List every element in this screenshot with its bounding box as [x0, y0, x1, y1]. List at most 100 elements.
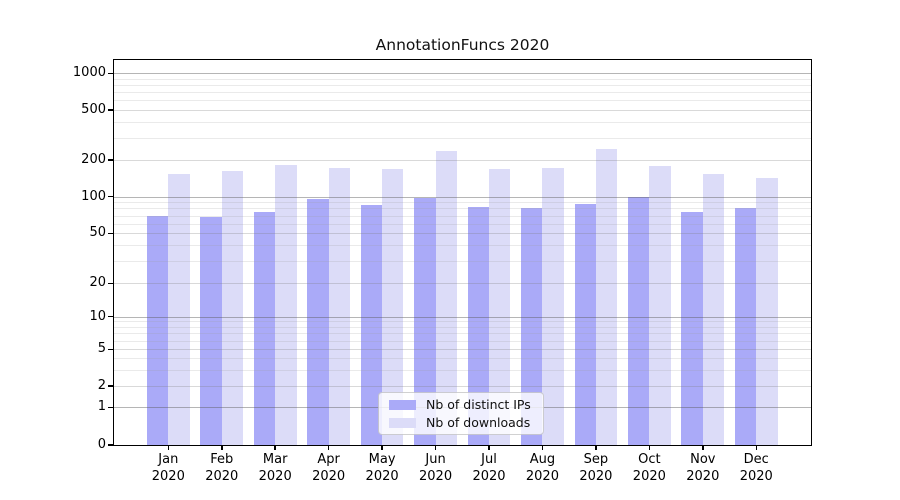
bar-distinct-ips-feb — [200, 217, 222, 445]
x-tick-mark — [381, 445, 383, 450]
gridline — [114, 340, 811, 342]
x-tick-label: Sep 2020 — [579, 452, 613, 484]
y-tick-label: 10 — [89, 308, 106, 324]
gridline — [114, 316, 811, 318]
y-tick-label: 100 — [81, 188, 106, 204]
bar-distinct-ips-sep — [574, 204, 596, 445]
legend: Nb of distinct IPs Nb of downloads — [378, 392, 544, 435]
gridline — [114, 73, 811, 75]
x-tick-label: Nov 2020 — [686, 452, 720, 484]
x-tick-mark — [434, 445, 437, 450]
bar-distinct-ips-mar — [253, 211, 276, 445]
gridline — [114, 369, 811, 371]
x-tick-mark — [595, 445, 597, 450]
x-tick-mark — [221, 445, 223, 450]
bar-distinct-ips-jul — [467, 206, 489, 445]
gridline — [114, 223, 811, 225]
x-tick-mark — [327, 445, 330, 450]
y-tick-label: 2 — [97, 378, 106, 393]
y-tick-mark — [108, 348, 114, 351]
gridline — [114, 358, 811, 360]
gridline — [114, 215, 811, 217]
y-tick-mark — [108, 385, 114, 387]
x-tick-label: May 2020 — [365, 452, 399, 484]
gridline — [114, 202, 811, 204]
x-tick-mark — [167, 445, 170, 450]
x-tick-label: Oct 2020 — [632, 452, 666, 484]
y-tick-mark — [108, 72, 114, 75]
gridline — [114, 233, 811, 235]
chart-title: AnnotationFuncs 2020 — [375, 36, 550, 54]
y-tick-mark — [108, 315, 114, 318]
x-tick-mark — [755, 445, 757, 450]
gridline — [114, 283, 811, 285]
bar-distinct-ips-nov — [681, 211, 703, 445]
legend-label-downloads: Nb of downloads — [426, 415, 531, 430]
gridline — [114, 122, 811, 124]
gridline — [114, 196, 811, 198]
bar-downloads-dec — [756, 177, 778, 445]
gridline — [114, 137, 811, 139]
x-tick-mark — [488, 445, 490, 450]
y-tick-mark — [108, 159, 114, 161]
y-tick-mark — [108, 195, 114, 198]
bar-downloads-aug — [542, 168, 564, 445]
y-tick-label: 0 — [97, 437, 106, 452]
x-tick-label: Jun 2020 — [419, 452, 453, 484]
bar-downloads-oct — [649, 165, 671, 445]
x-tick-label: Jul 2020 — [472, 452, 506, 484]
x-tick-label: Apr 2020 — [312, 452, 346, 484]
gridline — [114, 110, 811, 111]
x-tick-mark — [648, 445, 651, 450]
gridline — [114, 261, 811, 263]
gridline — [114, 100, 811, 102]
legend-entry-distinct-ips: Nb of distinct IPs — [385, 396, 537, 414]
gridline — [114, 245, 811, 247]
bar-distinct-ips-dec — [734, 208, 757, 445]
y-tick-mark — [108, 232, 114, 235]
bar-downloads-apr — [328, 167, 351, 445]
y-tick-mark — [108, 444, 114, 446]
bar-distinct-ips-jun — [414, 197, 436, 445]
gridline — [114, 321, 811, 323]
y-tick-label: 50 — [89, 225, 106, 241]
bar-distinct-ips-apr — [307, 199, 329, 445]
plot-area: Nb of distinct IPs Nb of downloads — [113, 59, 812, 446]
x-tick-label: Jan 2020 — [151, 452, 185, 484]
bar-distinct-ips-aug — [521, 208, 543, 445]
y-tick-label: 20 — [89, 275, 106, 291]
y-tick-label: 500 — [81, 102, 106, 117]
bar-downloads-jun — [435, 150, 457, 445]
gridline — [114, 386, 811, 387]
legend-swatch-distinct-ips — [389, 399, 416, 410]
gridline — [114, 92, 811, 94]
y-tick-mark — [108, 109, 114, 111]
gridline — [114, 208, 811, 210]
y-tick-label: 5 — [97, 341, 106, 357]
x-tick-label: Dec 2020 — [739, 452, 773, 484]
x-tick-mark — [702, 445, 704, 450]
bar-distinct-ips-jan — [146, 215, 169, 445]
bar-distinct-ips-may — [360, 205, 383, 445]
x-tick-mark — [274, 445, 276, 450]
bar-downloads-jan — [168, 173, 190, 445]
legend-label-distinct-ips: Nb of distinct IPs — [426, 397, 531, 412]
x-tick-label: Feb 2020 — [205, 452, 239, 484]
y-tick-mark — [108, 282, 114, 285]
y-tick-label: 1 — [97, 399, 106, 415]
y-tick-label: 200 — [81, 152, 106, 167]
x-tick-label: Aug 2020 — [525, 452, 559, 484]
bar-downloads-may — [382, 169, 404, 445]
x-tick-label: Mar 2020 — [258, 452, 292, 484]
legend-swatch-downloads — [389, 417, 416, 428]
bars-layer — [114, 60, 811, 445]
gridline — [114, 85, 811, 87]
bar-downloads-nov — [702, 173, 725, 445]
x-tick-mark — [541, 445, 544, 450]
bar-downloads-sep — [595, 148, 618, 445]
gridline — [114, 160, 811, 161]
gridline — [114, 333, 811, 335]
bar-distinct-ips-oct — [627, 196, 650, 445]
y-tick-mark — [108, 406, 114, 409]
